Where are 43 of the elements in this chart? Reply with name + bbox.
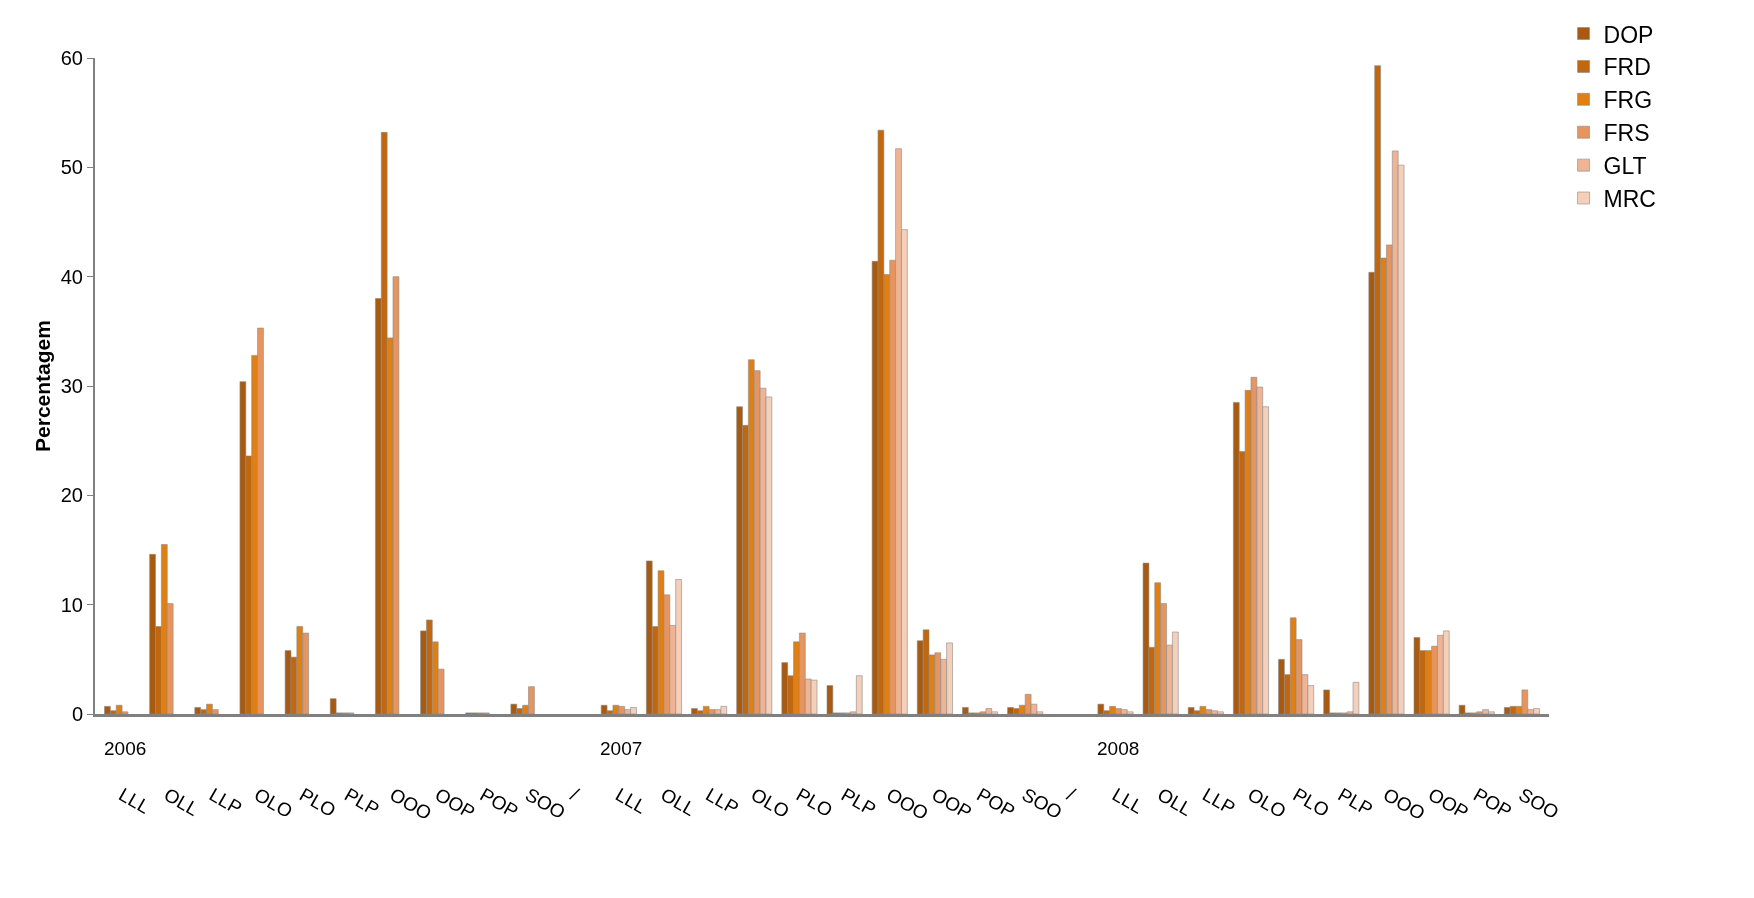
x-tick-label: PLP <box>837 783 880 820</box>
x-tick-label: PLO <box>792 783 837 822</box>
x-tick-label: OLL <box>160 783 203 820</box>
x-tick-label: LLP <box>205 783 246 819</box>
x-tick-label: POP <box>1470 783 1516 823</box>
legend-label: FRG <box>1603 87 1653 114</box>
x-tick-label: PLO <box>295 783 340 822</box>
text: 2006 <box>104 738 147 759</box>
x-tick-label: OLO <box>250 783 297 823</box>
x-tick-label: SOO <box>1018 783 1066 824</box>
y-tick-label: 30 <box>60 375 83 397</box>
x-tick-label: / <box>1063 783 1080 805</box>
x-tick-label: POP <box>973 783 1019 823</box>
x-tick-label: POP <box>476 783 522 823</box>
text: 2007 <box>600 738 643 759</box>
y-tick-label: 10 <box>60 593 83 616</box>
y-tick-label: 60 <box>60 47 83 69</box>
y-axis-title: Percentagem <box>31 320 55 452</box>
y-tick-label: 40 <box>60 265 83 288</box>
x-tick-label: SOO <box>521 783 569 824</box>
x-tick-label: OLL <box>1153 783 1196 820</box>
x-tick-label: / <box>566 783 583 805</box>
x-tick-label: PLO <box>1289 783 1333 822</box>
legend-label: GLT <box>1603 153 1647 180</box>
x-tick-label: PLP <box>341 783 383 820</box>
x-tick-label: OLL <box>657 783 699 820</box>
x-tick-label: LLL <box>612 783 651 818</box>
text: 2008 <box>1097 738 1140 759</box>
x-tick-label: OLO <box>1244 783 1290 823</box>
x-tick-label: PLP <box>1334 783 1377 820</box>
x-tick-label: LLL <box>1108 783 1147 818</box>
legend-label: DOP <box>1603 21 1654 48</box>
x-tick-label: LLP <box>702 783 743 819</box>
legend-label: FRD <box>1603 54 1651 81</box>
x-tick-label: OLO <box>747 783 793 823</box>
legend-label: MRC <box>1603 186 1656 212</box>
x-tick-label: LLP <box>1199 783 1239 819</box>
x-tick-label: SOO <box>1515 783 1563 824</box>
legend-label: FRS <box>1603 120 1650 147</box>
y-tick-label: 0 <box>71 703 83 725</box>
y-tick-label: 50 <box>60 156 83 179</box>
y-tick-label: 20 <box>60 484 83 507</box>
x-tick-label: LLL <box>115 783 154 818</box>
